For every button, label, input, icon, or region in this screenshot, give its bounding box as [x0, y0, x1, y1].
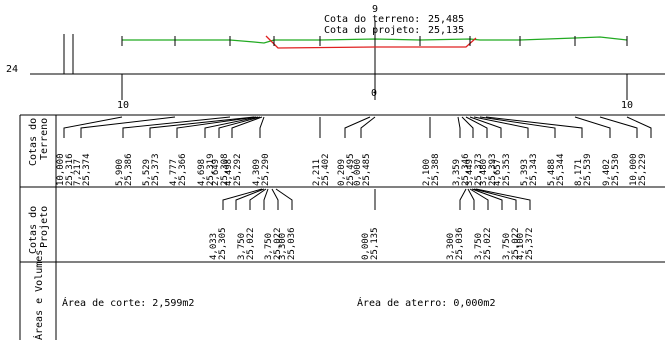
terrain-label-4: 5,900 [115, 159, 125, 186]
project-section-label-1: Cotas do [28, 206, 39, 254]
project-label-1: 25,305 [218, 227, 228, 260]
terrain-label-18: 2,211 [312, 159, 322, 186]
terrain-label-21: 25,495 [346, 153, 356, 186]
project-label-15: 25,022 [511, 227, 521, 260]
terrain-label-31: 25,393 [488, 153, 498, 186]
terrain-label-7: 25,373 [151, 153, 161, 186]
terrain-label-38: 8,171 [574, 159, 584, 186]
project-label-13: 25,022 [483, 227, 493, 260]
terrain-label-12: 2,649 [211, 159, 221, 186]
project-label-6: 3,300 [278, 233, 288, 260]
leader-lines [63, 116, 652, 210]
terrain-label-22: 0,000 [353, 159, 363, 186]
terrain-label-36: 5,488 [547, 159, 557, 186]
terrain-label-37: 25,344 [556, 153, 566, 186]
terrain-label-23: 25,485 [362, 153, 372, 186]
terrain-label-11: 25,319 [206, 153, 216, 186]
areas-section-label: Áreas e Volumes [32, 250, 45, 340]
terrain-section-label-2: Terreno [39, 118, 50, 160]
terrain-section-label-1: Cotas do [28, 118, 39, 166]
terrain-label-1: 25,316 [65, 153, 75, 186]
project-label-4: 3,750 [264, 233, 274, 260]
terrain-label-32: 4,657 [493, 159, 503, 186]
terrain-label-5: 25,386 [124, 153, 134, 186]
terrain-label-39: 25,539 [583, 153, 593, 186]
project-label-8: 0,000 [361, 233, 371, 260]
terrain-label-19: 25,402 [321, 153, 331, 186]
station-number: 9 [372, 4, 378, 15]
project-elevation-label: Cota do projeto: [324, 25, 420, 36]
terrain-label-2: 7,217 [73, 159, 83, 186]
terrain-label-6: 5,529 [142, 159, 152, 186]
terrain-label-9: 25,366 [178, 153, 188, 186]
terrain-label-35: 25,343 [529, 153, 539, 186]
project-label-7: 25,036 [287, 227, 297, 260]
terrain-label-20: 0,209 [337, 159, 347, 186]
terrain-label-8: 4,777 [169, 159, 179, 186]
project-label-9: 25,135 [370, 227, 380, 260]
terrain-label-34: 5,393 [520, 159, 530, 186]
project-label-16: 4,100 [516, 233, 526, 260]
terrain-label-10: 4,698 [197, 159, 207, 186]
project-label-10: 3,300 [446, 233, 456, 260]
project-label-5: 25,022 [273, 227, 283, 260]
project-label-14: 3,750 [502, 233, 512, 260]
terrain-elevation-value: 25,485 [428, 14, 464, 25]
terrain-label-3: 25,374 [82, 153, 92, 186]
terrain-label-29: 25,373 [474, 153, 484, 186]
terrain-label-43: 25,229 [638, 153, 648, 186]
terrain-label-24: 2,100 [422, 159, 432, 186]
terrain-label-27: 25,346 [461, 153, 471, 186]
terrain-label-42: 10,000 [629, 153, 639, 186]
offset-label-right: 10 [621, 100, 633, 111]
terrain-label-28: 3,449 [465, 159, 475, 186]
project-label-11: 25,036 [455, 227, 465, 260]
cut-area-text: Área de corte: 2,599m2 [62, 296, 194, 309]
terrain-label-17: 25,290 [261, 153, 271, 186]
fill-area-text: Área de aterro: 0,000m2 [357, 296, 495, 309]
terrain-label-15: 25,292 [233, 153, 243, 186]
terrain-label-13: 25,308 [220, 153, 230, 186]
terrain-label-26: 3,359 [452, 159, 462, 186]
project-label-3: 25,022 [246, 227, 256, 260]
project-profile-line [265, 35, 477, 49]
project-label-0: 4,033 [209, 233, 219, 260]
profile-ticks [121, 36, 628, 46]
project-label-17: 25,372 [525, 227, 535, 260]
terrain-label-16: 4,309 [252, 159, 262, 186]
terrain-label-41: 25,530 [611, 153, 621, 186]
elevation-tick-label: 24 [6, 64, 18, 75]
project-label-2: 3,750 [237, 233, 247, 260]
terrain-label-0: 10,000 [56, 153, 66, 186]
offset-label-left: 10 [117, 100, 129, 111]
project-elevation-value: 25,135 [428, 25, 464, 36]
profile-frame [30, 20, 665, 100]
table-grid [19, 114, 665, 340]
terrain-label-14: 4,498 [224, 159, 234, 186]
project-section-label-2: Projeto [39, 206, 50, 248]
terrain-label-30: 3,480 [479, 159, 489, 186]
terrain-label-40: 9,402 [602, 159, 612, 186]
project-label-12: 3,750 [474, 233, 484, 260]
terrain-elevation-label: Cota do terreno: [324, 14, 420, 25]
offset-label-center: 0 [371, 88, 377, 99]
terrain-label-25: 25,388 [431, 153, 441, 186]
terrain-label-33: 25,353 [502, 153, 512, 186]
